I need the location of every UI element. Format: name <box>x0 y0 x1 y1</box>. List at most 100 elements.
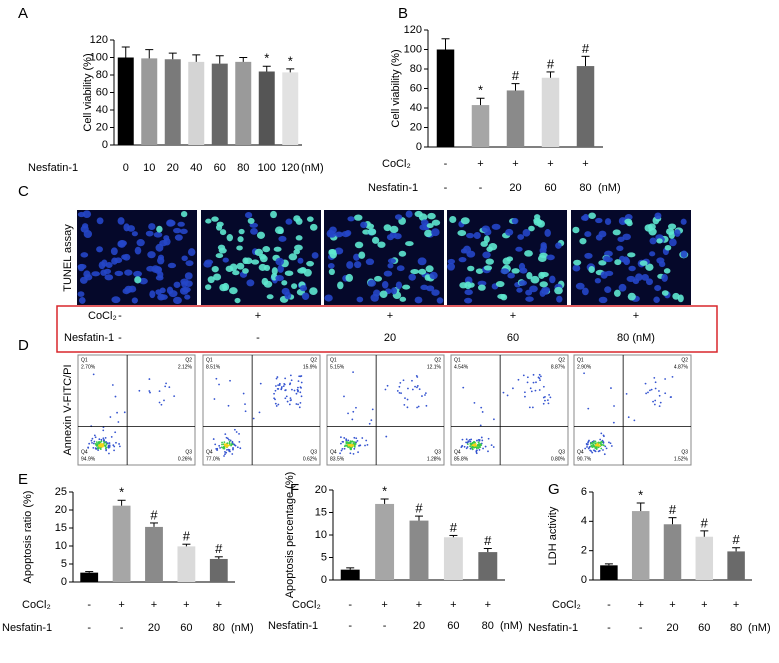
cell-nucleus <box>449 215 457 224</box>
significance-mark: # <box>183 529 191 544</box>
row-value: 20 <box>509 182 521 194</box>
bar <box>117 57 134 145</box>
bar <box>80 572 99 582</box>
bar <box>145 526 163 582</box>
cell-nucleus <box>414 296 423 304</box>
bar <box>443 537 463 580</box>
cell-nucleus <box>324 294 333 302</box>
event-dot <box>470 442 473 445</box>
event-dot <box>93 440 96 443</box>
cell-nucleus <box>229 287 238 295</box>
cell-nucleus <box>575 282 585 290</box>
quadrant-name: Q2 <box>434 357 441 363</box>
event-dot <box>385 435 388 438</box>
unit-label: (nM) <box>301 162 324 174</box>
event-dot <box>654 381 657 384</box>
cell-nucleus <box>365 258 375 266</box>
row-value: - <box>348 599 352 611</box>
cell-nucleus <box>184 280 193 288</box>
cell-nucleus <box>184 272 193 280</box>
event-dot <box>586 443 589 446</box>
cell-nucleus <box>653 296 660 303</box>
event-dot <box>288 383 291 386</box>
event-dot <box>149 391 151 394</box>
cell-nucleus <box>365 223 375 230</box>
event-dot <box>351 418 354 421</box>
row-value: - <box>348 620 352 632</box>
event-dot <box>352 410 355 413</box>
event-dot <box>602 444 605 446</box>
condition-value: + <box>387 310 393 322</box>
cell-nucleus <box>295 235 303 241</box>
event-dot <box>424 394 426 396</box>
condition-label: CoCl₂ <box>88 310 117 322</box>
y-tick-label: 15 <box>55 522 67 534</box>
x-tick-label: 40 <box>190 162 202 174</box>
cell-nucleus <box>457 229 467 237</box>
cell-nucleus <box>96 217 104 225</box>
event-dot <box>97 447 100 450</box>
cell-nucleus <box>604 218 612 226</box>
y-tick-label: 60 <box>96 86 108 98</box>
cell-nucleus <box>477 280 487 286</box>
event-dot <box>95 448 97 450</box>
cell-nucleus <box>390 287 398 295</box>
event-dot <box>664 392 667 395</box>
cell-nucleus <box>528 225 535 232</box>
cell-nucleus <box>153 231 163 238</box>
cell-nucleus <box>466 250 476 258</box>
event-dot <box>658 405 661 408</box>
cell-nucleus <box>396 265 405 272</box>
bar <box>258 71 275 145</box>
event-dot <box>227 404 230 407</box>
cell-nucleus <box>485 258 494 265</box>
event-dot <box>396 390 399 392</box>
event-dot <box>473 401 476 404</box>
event-dot <box>164 385 167 388</box>
y-tick-label: 4 <box>581 515 587 527</box>
row-value: 80 <box>482 620 494 632</box>
y-tick-label: 120 <box>90 34 108 46</box>
event-dot <box>425 404 428 407</box>
event-dot <box>470 446 473 449</box>
event-dot <box>366 443 369 446</box>
event-dot <box>598 449 601 452</box>
cell-nucleus <box>507 272 515 279</box>
cell-nucleus <box>134 246 142 255</box>
cell-nucleus <box>511 268 520 274</box>
event-dot <box>466 446 469 448</box>
cell-nucleus <box>327 262 335 269</box>
event-dot <box>600 447 603 450</box>
cell-nucleus <box>667 223 677 230</box>
event-dot <box>344 444 347 447</box>
cell-nucleus <box>473 231 481 240</box>
cell-nucleus <box>173 227 182 234</box>
cell-nucleus <box>131 231 138 237</box>
quadrant-name: Q3 <box>310 449 317 455</box>
cell-nucleus <box>460 217 470 225</box>
event-dot <box>92 447 95 449</box>
event-dot <box>355 441 357 444</box>
significance-mark: # <box>484 533 492 548</box>
event-dot <box>460 446 463 449</box>
event-dot <box>102 437 105 440</box>
significance-mark: # <box>701 515 709 530</box>
event-dot <box>100 438 103 441</box>
cell-nucleus <box>301 292 310 300</box>
flow-plot-frame <box>573 354 692 466</box>
cell-nucleus <box>464 289 473 296</box>
cell-nucleus <box>556 295 563 303</box>
cell-nucleus <box>155 243 164 252</box>
event-dot <box>340 436 342 439</box>
event-dot <box>370 419 373 422</box>
event-dot <box>523 391 526 394</box>
cell-nucleus <box>232 270 240 276</box>
event-dot <box>546 399 549 402</box>
event-dot <box>228 440 231 443</box>
row-value: 60 <box>447 620 459 632</box>
cell-nucleus <box>360 221 368 229</box>
event-dot <box>289 374 292 377</box>
quadrant-name: Q4 <box>81 449 88 455</box>
row-value: 60 <box>180 622 192 634</box>
microscopy-image <box>77 210 197 305</box>
